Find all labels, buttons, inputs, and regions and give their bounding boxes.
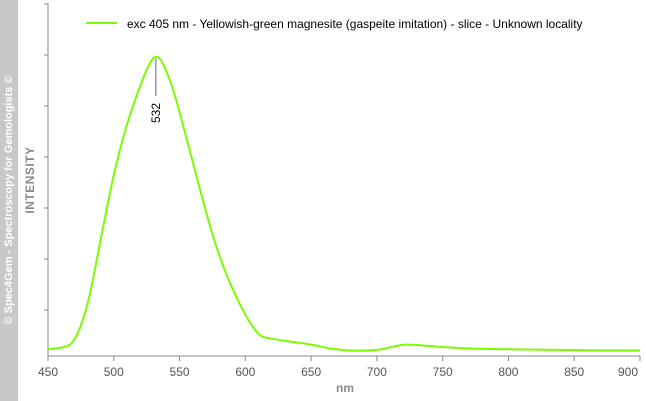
watermark-band: © Spec4Gem - Spectroscopy for Gemologist… — [0, 0, 18, 401]
x-tick-label: 450 — [38, 365, 58, 379]
x-tick-label: 700 — [367, 365, 387, 379]
x-tick-label: 750 — [433, 365, 453, 379]
x-tick-label: 850 — [564, 365, 584, 379]
x-tick-label: 900 — [618, 365, 638, 379]
series-line — [47, 55, 641, 352]
x-tick-label: 800 — [498, 365, 518, 379]
series-group — [47, 55, 641, 352]
x-tick-label: 500 — [104, 365, 124, 379]
peak-label: 532 — [149, 103, 163, 123]
x-tick-label: 600 — [235, 365, 255, 379]
legend: exc 405 nm - Yellowish-green magnesite (… — [86, 17, 583, 31]
x-tick-label: 650 — [301, 365, 321, 379]
legend-label: exc 405 nm - Yellowish-green magnesite (… — [127, 17, 583, 31]
annotations: 532 — [149, 59, 163, 123]
x-tick-label: 550 — [170, 365, 190, 379]
x-axis-label: nm — [336, 381, 354, 395]
x-ticks: 450 500 550 600 650 700 750 800 850 900 — [38, 356, 641, 379]
axes — [44, 3, 640, 357]
